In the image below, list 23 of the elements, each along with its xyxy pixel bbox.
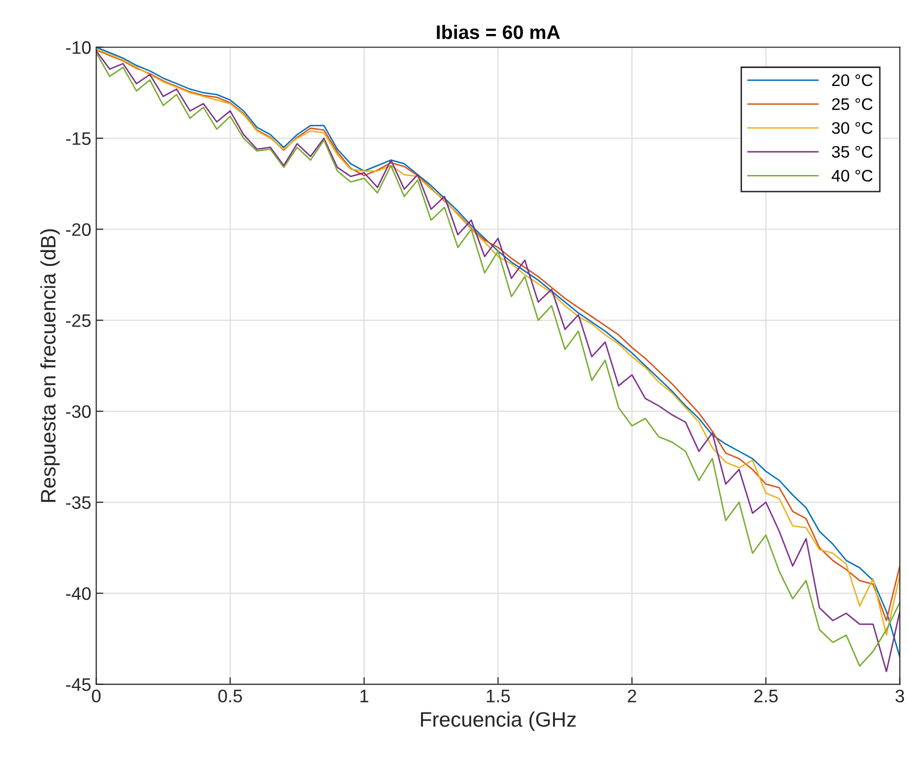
y-tick-label: -10 bbox=[66, 41, 91, 54]
legend-label: 35 °C bbox=[832, 146, 873, 158]
x-tick-label: 3 bbox=[895, 690, 904, 702]
y-tick-label: -40 bbox=[66, 587, 91, 600]
x-tick-label: 0.5 bbox=[218, 690, 242, 702]
y-tick-label: -15 bbox=[66, 132, 91, 145]
y-axis-title: Respuesta en frecuencia (dB) bbox=[40, 229, 60, 502]
legend-label: 30 °C bbox=[832, 122, 873, 134]
y-tick-label: -35 bbox=[66, 496, 91, 509]
chart-title: Ibias = 60 mA bbox=[436, 24, 560, 40]
y-tick-label: -30 bbox=[66, 405, 91, 418]
x-tick-label: 0 bbox=[92, 690, 101, 702]
legend-label: 20 °C bbox=[832, 74, 873, 86]
x-tick-label: 2 bbox=[628, 690, 636, 702]
x-tick-label: 1 bbox=[360, 690, 368, 702]
y-tick-label: -20 bbox=[66, 223, 91, 236]
x-axis-title: Frecuencia (GHz bbox=[421, 712, 576, 731]
x-tick-label: 2.5 bbox=[754, 690, 778, 702]
y-tick-label: -25 bbox=[66, 314, 91, 327]
legend-label: 25 °C bbox=[832, 98, 873, 110]
y-tick-label: -45 bbox=[66, 678, 91, 691]
x-tick-label: 1.5 bbox=[486, 690, 510, 702]
legend-label: 40 °C bbox=[832, 170, 873, 182]
